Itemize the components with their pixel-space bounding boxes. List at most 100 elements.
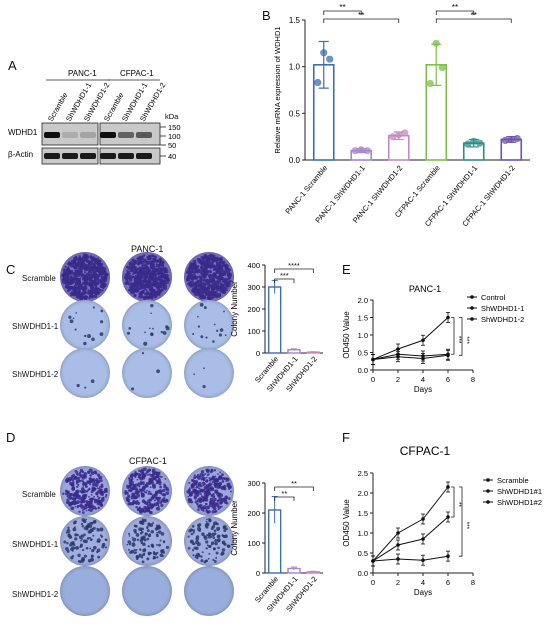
colony (149, 486, 152, 489)
colony (224, 271, 227, 274)
panc1-colony-dishes (60, 252, 250, 402)
colony (217, 499, 219, 502)
series-line (372, 353, 449, 360)
group-label-cfpac1: CFPAC-1 (120, 69, 154, 78)
western-blot: PANC-1 CFPAC-1ScrambleShWDHD1-1ShWDHD1-2S… (8, 69, 181, 165)
colony (211, 510, 215, 514)
colony (93, 477, 95, 480)
colony (225, 264, 229, 268)
colony (201, 499, 204, 502)
colony (76, 504, 80, 508)
colony (146, 489, 148, 492)
colony (144, 532, 148, 536)
colony (163, 285, 168, 290)
colony (213, 272, 216, 275)
colony (211, 476, 215, 480)
petri-dish (184, 348, 234, 398)
colony (208, 533, 212, 537)
significance-bracket (435, 18, 512, 23)
colony (199, 473, 204, 477)
colony (211, 296, 214, 300)
colony (206, 470, 210, 474)
colony (69, 543, 73, 547)
y-tick-label: 0.5 (358, 549, 368, 558)
colony-dots (122, 566, 172, 616)
colony (159, 475, 162, 478)
colony (196, 257, 200, 261)
colony (71, 487, 76, 491)
colony (100, 309, 104, 313)
kda-marker: 50 (168, 141, 176, 150)
colony (156, 369, 160, 374)
colony (148, 477, 153, 482)
legend-label: ShWDHD1-2 (481, 315, 524, 324)
colony (133, 266, 138, 271)
colony (206, 289, 209, 292)
colony (154, 272, 158, 276)
colony (66, 528, 71, 533)
colony (190, 267, 192, 269)
colony (87, 334, 91, 339)
colony (158, 496, 162, 500)
wdhd1-band (100, 132, 116, 138)
colony (228, 485, 232, 489)
panel-f-label: F (342, 430, 350, 445)
colony (224, 334, 227, 337)
colony (197, 523, 201, 528)
colony-dots (131, 352, 160, 391)
colony (91, 555, 94, 558)
colony (130, 261, 133, 264)
colony (105, 493, 108, 497)
colony (158, 530, 162, 534)
colony (152, 257, 155, 260)
colony (92, 271, 96, 275)
significance-label: ** (291, 479, 297, 488)
colony (208, 552, 211, 555)
y-axis-label: OD450 Value (342, 311, 351, 359)
colony (141, 520, 144, 523)
colony (90, 279, 94, 282)
significance-label: **** (288, 261, 300, 270)
colony (217, 263, 221, 267)
colony (77, 292, 81, 295)
data-point (421, 558, 425, 562)
data-point (501, 136, 509, 144)
colony (89, 547, 92, 550)
colony (220, 272, 225, 277)
colony (150, 304, 154, 308)
colony (82, 281, 85, 285)
x-tick-label: 6 (446, 578, 450, 587)
colony (213, 268, 216, 271)
petri-dish (122, 566, 172, 616)
colony (150, 332, 154, 337)
colony (199, 488, 203, 492)
colony (74, 505, 77, 508)
colony-dots (61, 253, 109, 301)
colony (154, 293, 158, 297)
cfpac1-colony-title: CFPAC-1 (129, 456, 167, 466)
significance-bracket (459, 317, 463, 356)
colony (216, 280, 219, 282)
colony (94, 482, 97, 485)
series-line (372, 486, 449, 562)
legend-marker (470, 317, 474, 321)
y-tick-label: 100 (247, 539, 260, 548)
colony (73, 256, 78, 261)
colony (127, 548, 130, 551)
colony (140, 493, 144, 497)
colony (93, 294, 98, 298)
colony (156, 502, 159, 505)
colony (94, 284, 98, 288)
colony (67, 526, 70, 530)
colony (161, 278, 164, 281)
colony (166, 278, 170, 282)
colony (91, 471, 94, 474)
colony (64, 489, 68, 493)
colony (129, 474, 133, 478)
colony (213, 547, 216, 551)
colony (137, 507, 142, 511)
legend-label: Scramble (497, 476, 529, 485)
data-point (446, 315, 450, 320)
colony (194, 268, 198, 272)
colony (74, 266, 78, 270)
